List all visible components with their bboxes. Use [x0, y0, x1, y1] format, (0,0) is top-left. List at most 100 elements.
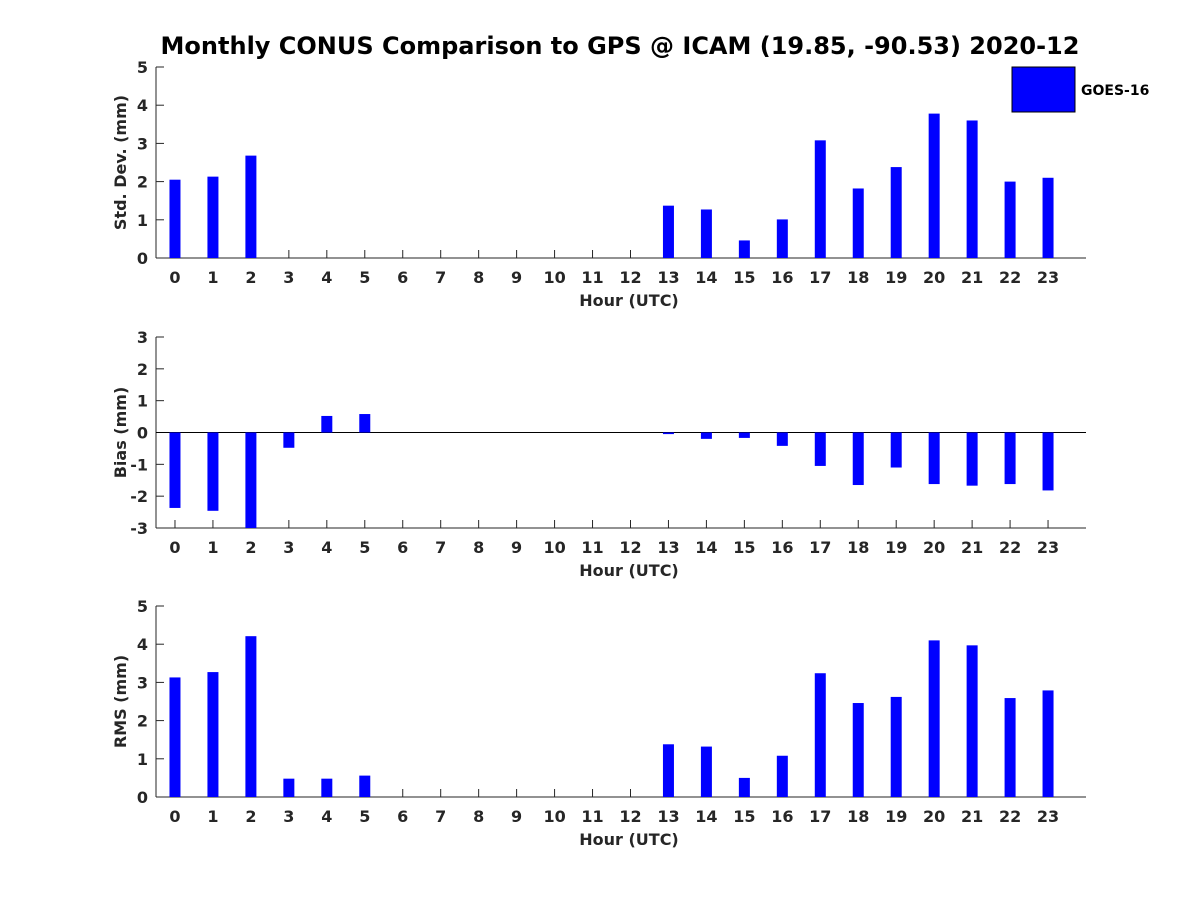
bar-hour-14	[700, 746, 712, 797]
bar-hour-16	[776, 219, 788, 258]
x-axis-label: Hour (UTC)	[579, 291, 679, 310]
bar-hour-4	[321, 415, 333, 433]
bar-hour-2	[245, 155, 257, 258]
x-tick-label: 17	[809, 538, 831, 557]
bar-hour-1	[207, 432, 219, 511]
legend: GOES-16	[1011, 66, 1149, 113]
x-tick-label: 6	[397, 807, 408, 826]
bar-hour-13	[662, 744, 674, 797]
bar-hour-21	[966, 432, 978, 486]
x-tick-label: 8	[473, 538, 484, 557]
x-tick-label: 15	[733, 538, 755, 557]
bar-hour-18	[852, 432, 864, 486]
x-tick-label: 20	[923, 807, 945, 826]
bar-hour-20	[928, 113, 940, 258]
x-tick-label: 3	[283, 807, 294, 826]
x-tick-label: 8	[473, 268, 484, 287]
x-tick-label: 2	[245, 807, 256, 826]
y-tick-label: 4	[137, 635, 148, 654]
x-tick-label: 4	[321, 807, 332, 826]
x-tick-label: 1	[207, 268, 218, 287]
bar-hour-22	[1004, 698, 1016, 797]
bar-hour-16	[776, 432, 788, 446]
x-tick-label: 2	[245, 538, 256, 557]
y-tick-label: 1	[137, 750, 148, 769]
y-tick-label: 2	[137, 360, 148, 379]
y-tick-label: 3	[137, 673, 148, 692]
x-tick-label: 11	[581, 268, 603, 287]
x-tick-label: 7	[435, 268, 446, 287]
bar-hour-0	[169, 179, 181, 258]
bar-hour-19	[890, 696, 902, 797]
x-tick-label: 0	[169, 807, 180, 826]
bar-hour-19	[890, 167, 902, 258]
bar-hour-5	[359, 775, 371, 797]
x-tick-label: 18	[847, 268, 869, 287]
x-tick-label: 14	[695, 807, 717, 826]
y-tick-label: 1	[137, 392, 148, 411]
bar-hour-2	[245, 432, 257, 528]
x-tick-label: 22	[999, 807, 1021, 826]
x-tick-label: 14	[695, 538, 717, 557]
bar-hour-1	[207, 176, 219, 258]
bar-hour-16	[776, 755, 788, 797]
y-tick-label: -3	[130, 519, 148, 538]
x-tick-label: 12	[619, 807, 641, 826]
bar-hour-13	[662, 205, 674, 258]
bar-hour-18	[852, 703, 864, 797]
y-axis-label: RMS (mm)	[111, 655, 130, 748]
y-tick-label: -2	[130, 487, 148, 506]
x-tick-label: 12	[619, 268, 641, 287]
x-tick-label: 13	[657, 268, 679, 287]
bar-hour-14	[700, 209, 712, 258]
x-tick-label: 4	[321, 268, 332, 287]
bar-hour-23	[1042, 432, 1054, 491]
y-tick-label: 0	[137, 424, 148, 443]
x-tick-label: 3	[283, 538, 294, 557]
bar-hour-0	[169, 432, 181, 508]
x-tick-label: 18	[847, 807, 869, 826]
legend-swatch	[1011, 66, 1076, 113]
x-tick-label: 1	[207, 807, 218, 826]
bar-hour-14	[700, 432, 712, 439]
x-tick-label: 6	[397, 538, 408, 557]
bar-hour-13	[662, 432, 674, 435]
x-tick-label: 14	[695, 268, 717, 287]
y-axis-label: Std. Dev. (mm)	[111, 95, 130, 230]
x-tick-label: 10	[543, 538, 565, 557]
x-tick-label: 22	[999, 268, 1021, 287]
bar-hour-23	[1042, 690, 1054, 797]
bar-hour-15	[738, 240, 750, 258]
bar-hour-22	[1004, 432, 1016, 485]
y-tick-label: 2	[137, 173, 148, 192]
x-tick-label: 10	[543, 807, 565, 826]
x-tick-label: 9	[511, 538, 522, 557]
y-tick-label: 0	[137, 788, 148, 807]
x-tick-label: 1	[207, 538, 218, 557]
x-axis-label: Hour (UTC)	[579, 561, 679, 580]
legend-label: GOES-16	[1081, 83, 1149, 99]
bar-hour-20	[928, 432, 940, 485]
bar-hour-19	[890, 432, 902, 468]
x-tick-label: 22	[999, 538, 1021, 557]
x-tick-label: 20	[923, 538, 945, 557]
x-tick-label: 15	[733, 807, 755, 826]
bar-hour-20	[928, 640, 940, 797]
x-axis-label: Hour (UTC)	[579, 830, 679, 849]
x-tick-label: 16	[771, 807, 793, 826]
x-tick-label: 17	[809, 807, 831, 826]
y-tick-label: 3	[137, 134, 148, 153]
x-tick-label: 19	[885, 807, 907, 826]
y-tick-label: 1	[137, 211, 148, 230]
x-tick-label: 5	[359, 807, 370, 826]
bar-hour-17	[814, 432, 826, 466]
x-tick-label: 16	[771, 538, 793, 557]
x-tick-label: 12	[619, 538, 641, 557]
x-tick-label: 23	[1037, 807, 1059, 826]
x-tick-label: 9	[511, 807, 522, 826]
y-tick-label: 2	[137, 712, 148, 731]
x-tick-label: 23	[1037, 268, 1059, 287]
